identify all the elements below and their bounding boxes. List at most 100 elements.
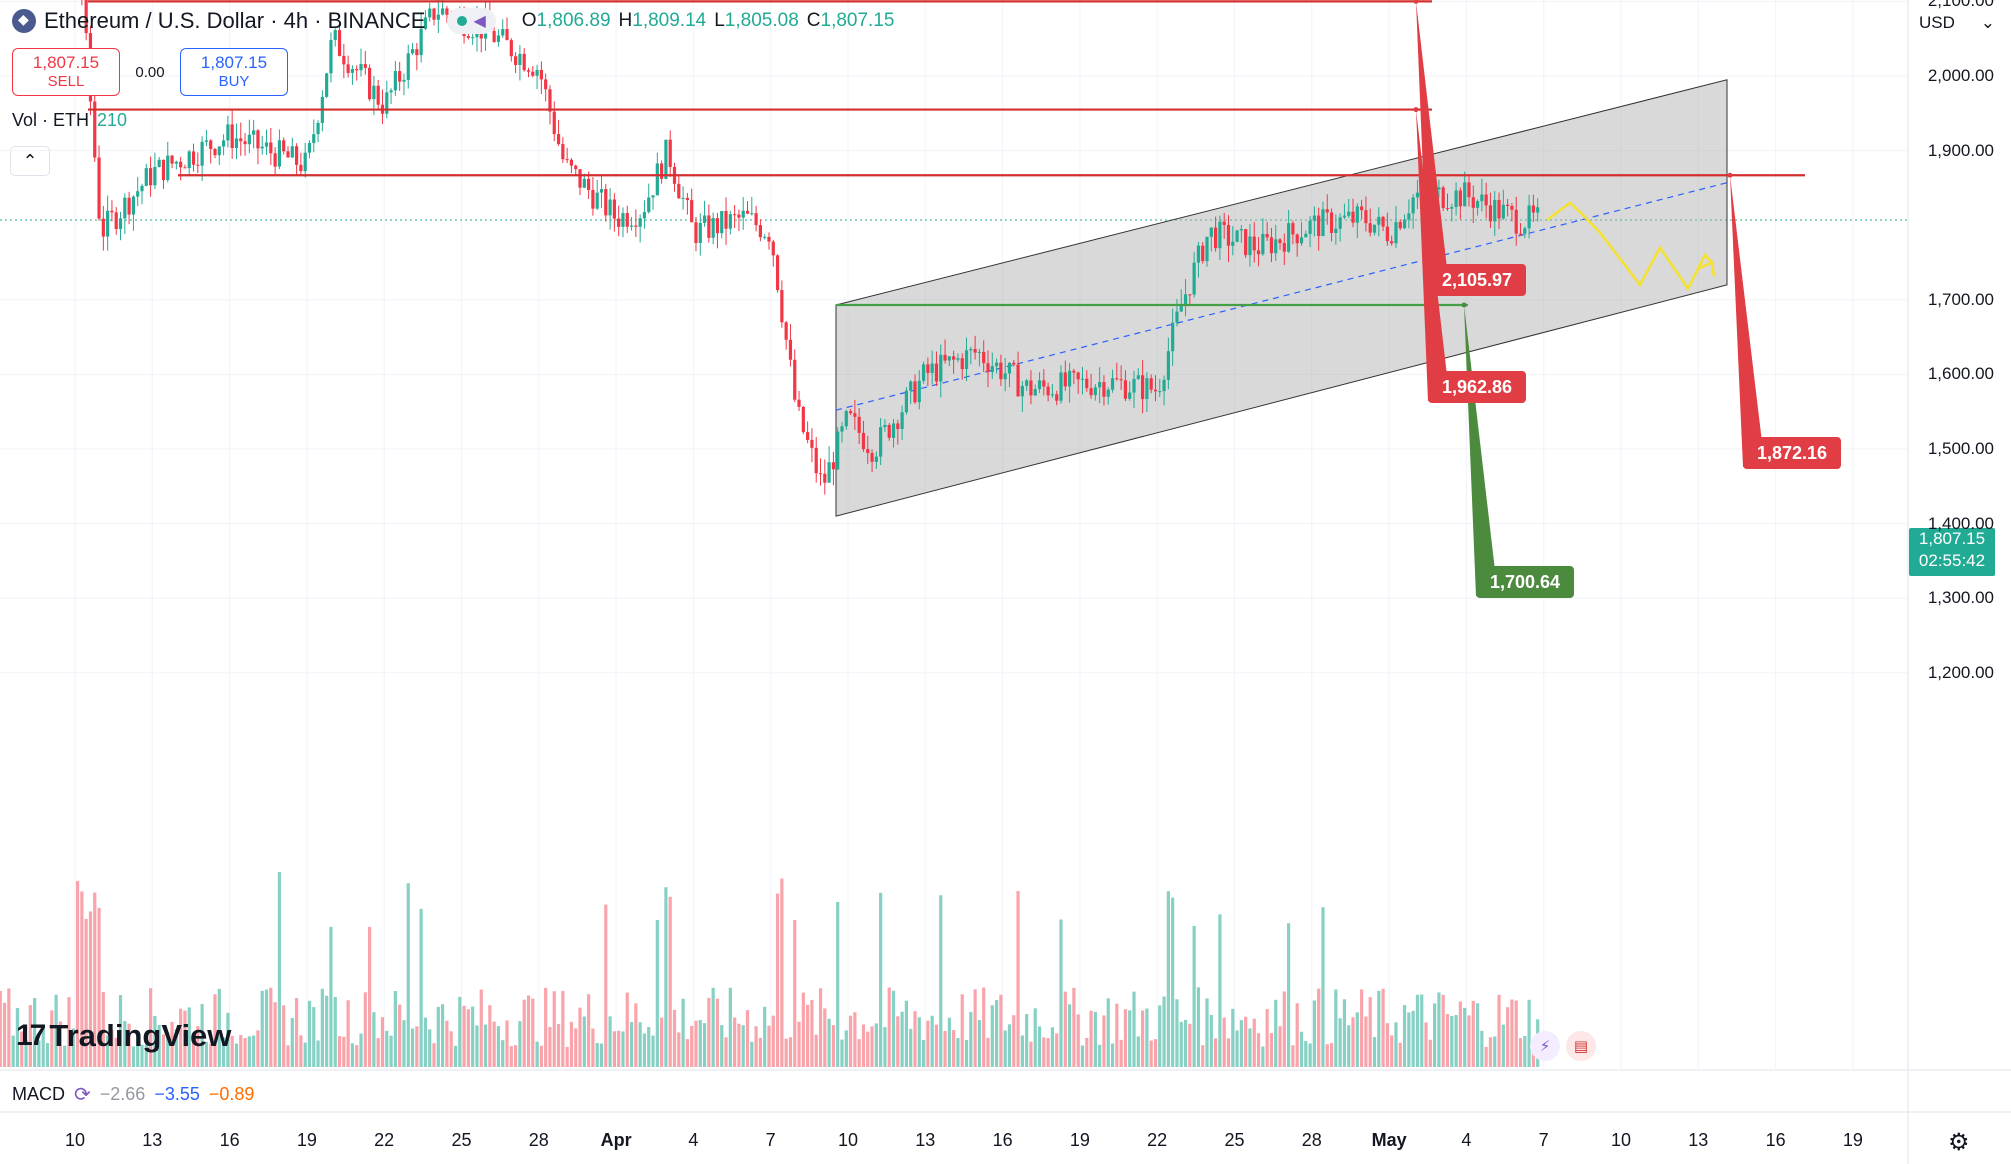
- candle: [1484, 182, 1488, 219]
- level-callout-2105[interactable]: 2,105.97: [1428, 264, 1527, 296]
- gear-icon[interactable]: ⚙: [1948, 1129, 1970, 1156]
- candle: [350, 65, 355, 85]
- volume-bar: [1347, 1025, 1351, 1067]
- volume-bar: [754, 1026, 758, 1067]
- market-status-pill[interactable]: ◀: [447, 8, 496, 34]
- time-tick-label: 19: [1069, 1130, 1090, 1150]
- volume-bar: [1214, 1038, 1218, 1067]
- trend-channel[interactable]: [835, 79, 1728, 517]
- lightning-icon[interactable]: ⚡: [1530, 1031, 1560, 1061]
- volume-bar: [475, 1025, 479, 1067]
- volume-legend[interactable]: Vol · ETH 210: [12, 110, 128, 130]
- candle: [1080, 366, 1085, 395]
- chevron-down-icon: ⌄: [1980, 13, 1995, 32]
- volume-bar: [836, 901, 840, 1067]
- sell-button[interactable]: 1,807.15 SELL: [12, 48, 120, 96]
- projection-path[interactable]: [1546, 201, 1713, 292]
- volume-bar: [647, 1027, 651, 1067]
- refresh-icon[interactable]: ⟳: [74, 1084, 91, 1106]
- candle: [1179, 289, 1183, 312]
- candle: [964, 337, 969, 382]
- candle: [952, 350, 956, 374]
- candle: [793, 349, 797, 403]
- candle: [514, 52, 518, 74]
- buy-button[interactable]: 1,807.15 BUY: [180, 48, 288, 96]
- volume-bar: [1098, 1044, 1102, 1067]
- candle: [741, 197, 745, 230]
- candle: [1123, 370, 1128, 402]
- candle: [763, 234, 767, 240]
- volume-bar: [956, 1038, 960, 1067]
- volume-bar: [37, 1040, 41, 1067]
- volume-bar: [1274, 999, 1278, 1067]
- volume-bar: [277, 872, 282, 1067]
- callout-pointer: [1730, 175, 1765, 467]
- candle: [1214, 216, 1218, 252]
- candle: [664, 139, 668, 180]
- volume-bar: [1037, 1026, 1042, 1067]
- volume-bar: [1025, 1014, 1029, 1067]
- candle: [767, 232, 771, 250]
- volume-bar: [1441, 994, 1445, 1067]
- volume-bar: [1454, 1015, 1458, 1067]
- candle: [836, 427, 840, 471]
- level-callout-1962[interactable]: 1,962.86: [1428, 371, 1527, 403]
- candle: [106, 195, 110, 251]
- volume-bar: [1402, 1005, 1407, 1067]
- volume-bar: [230, 1035, 234, 1067]
- candle: [260, 135, 264, 155]
- volume-bar: [801, 992, 805, 1067]
- volume-bar: [664, 887, 668, 1067]
- level-callout-1872[interactable]: 1,872.16: [1743, 437, 1842, 469]
- volume-bar: [702, 1023, 707, 1067]
- candle: [423, 10, 428, 31]
- volume-bar: [1325, 1044, 1329, 1067]
- candle: [1287, 210, 1291, 253]
- candle: [1317, 207, 1321, 251]
- close-value: 1,807.15: [820, 10, 895, 31]
- volume-bar: [50, 1010, 54, 1067]
- candle: [694, 216, 698, 252]
- chevron-up-icon[interactable]: ⌃: [10, 146, 50, 176]
- volume-bar: [1514, 1000, 1518, 1067]
- volume-bar: [947, 1017, 951, 1067]
- volume-bar: [1256, 1033, 1261, 1067]
- volume-bar: [282, 1005, 286, 1067]
- symbol-title[interactable]: Ethereum / U.S. Dollar · 4h · BINANCE: [44, 8, 426, 33]
- volume-bar: [148, 988, 153, 1067]
- last-price-tag: 1,807.15 02:55:42: [1909, 528, 1995, 576]
- candle: [518, 45, 522, 81]
- candle: [161, 159, 166, 189]
- level-callout-1700[interactable]: 1,700.64: [1476, 566, 1575, 598]
- candle: [780, 280, 784, 328]
- volume-bar: [535, 1041, 539, 1067]
- macd-legend[interactable]: MACD ⟳ −2.66 −3.55 −0.89: [12, 1084, 255, 1106]
- candle: [569, 158, 574, 174]
- price-tick-label: 1,300.00: [1927, 588, 1994, 608]
- currency-selector[interactable]: USD ⌄: [1919, 13, 1995, 32]
- candle: [1093, 384, 1097, 401]
- volume-bar: [814, 1034, 818, 1067]
- candle: [625, 205, 629, 233]
- volume-bar: [221, 1037, 226, 1067]
- volume-bar: [883, 1027, 887, 1067]
- volume-bar: [1007, 1024, 1012, 1067]
- volume-bar: [24, 1040, 28, 1067]
- candle: [1450, 203, 1454, 222]
- volume-bar: [355, 1045, 359, 1067]
- volume-bar: [1179, 1021, 1183, 1067]
- candle: [1308, 216, 1312, 248]
- us-flag-icon[interactable]: ▤: [1566, 1031, 1596, 1061]
- volume-bar: [1132, 991, 1136, 1067]
- volume-bar: [964, 1039, 969, 1067]
- volume-bar: [131, 1046, 136, 1067]
- candle: [1046, 382, 1050, 402]
- volume-bar: [1278, 1026, 1282, 1067]
- time-tick-label: 13: [915, 1130, 936, 1150]
- volume-bar: [1299, 1031, 1304, 1067]
- volume-bar: [994, 1000, 999, 1067]
- price-tick-label: 1,200.00: [1927, 662, 1994, 682]
- candle: [1192, 252, 1196, 298]
- candle: [230, 109, 234, 159]
